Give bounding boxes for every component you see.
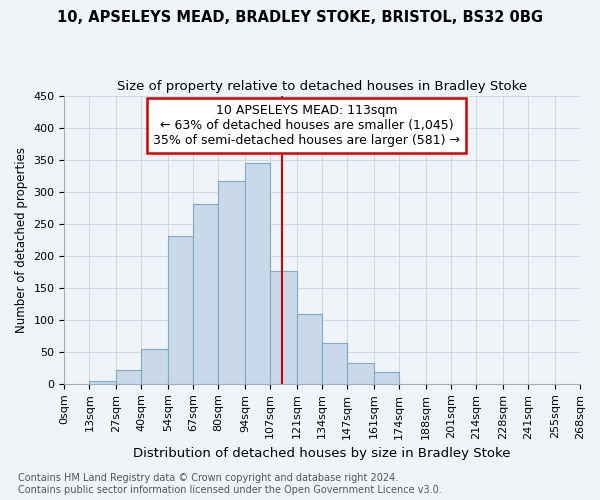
Text: 10 APSELEYS MEAD: 113sqm
← 63% of detached houses are smaller (1,045)
35% of sem: 10 APSELEYS MEAD: 113sqm ← 63% of detach… [153, 104, 460, 147]
Y-axis label: Number of detached properties: Number of detached properties [15, 146, 28, 332]
Bar [297, 314, 322, 384]
Text: 10, APSELEYS MEAD, BRADLEY STOKE, BRISTOL, BS32 0BG: 10, APSELEYS MEAD, BRADLEY STOKE, BRISTO… [57, 10, 543, 25]
Bar [347, 362, 374, 384]
Bar [116, 370, 142, 384]
Bar [142, 349, 168, 384]
X-axis label: Distribution of detached houses by size in Bradley Stoke: Distribution of detached houses by size … [133, 447, 511, 460]
Text: Contains HM Land Registry data © Crown copyright and database right 2024.
Contai: Contains HM Land Registry data © Crown c… [18, 474, 442, 495]
Bar [168, 236, 193, 384]
Bar [374, 372, 399, 384]
Bar [218, 182, 245, 384]
Bar [89, 380, 116, 384]
Bar [322, 343, 347, 384]
Title: Size of property relative to detached houses in Bradley Stoke: Size of property relative to detached ho… [117, 80, 527, 93]
Bar [193, 204, 218, 384]
Bar [270, 271, 297, 384]
Bar [245, 164, 270, 384]
